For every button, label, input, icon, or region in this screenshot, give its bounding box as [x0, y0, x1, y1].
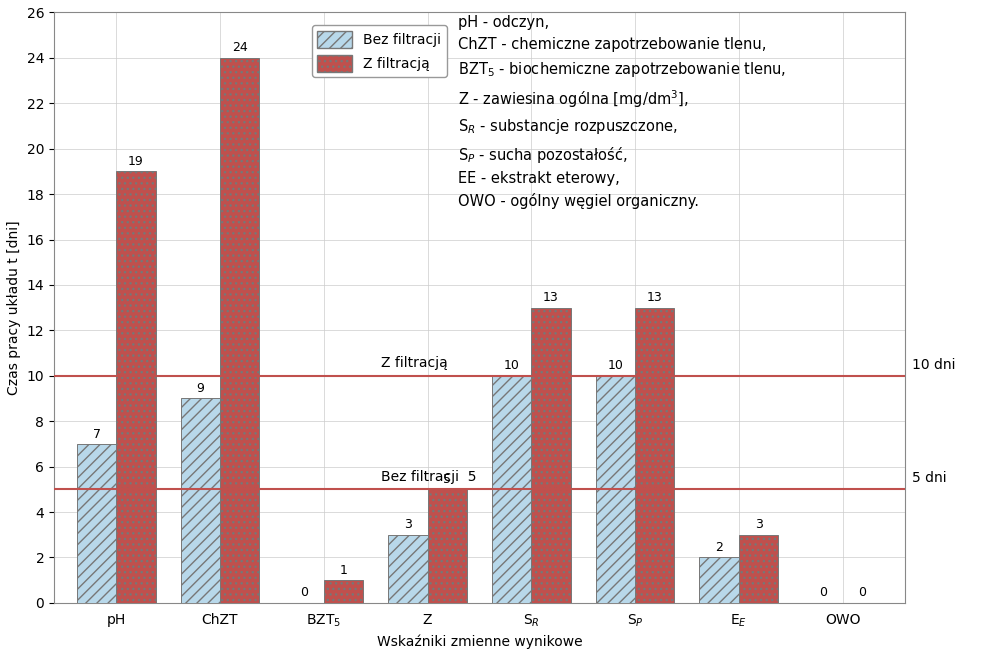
Text: 10: 10 [504, 359, 520, 373]
Text: 13: 13 [544, 291, 558, 304]
Text: 0: 0 [858, 586, 866, 600]
Text: 1: 1 [339, 564, 347, 577]
Text: 0: 0 [300, 586, 309, 600]
Text: 3: 3 [404, 518, 412, 531]
Text: pH - odczyn,
ChZT - chemiczne zapotrzebowanie tlenu,
BZT$_5$ - biochemiczne zapo: pH - odczyn, ChZT - chemiczne zapotrzebo… [458, 15, 787, 209]
Bar [595, 376, 635, 603]
Text: 24: 24 [232, 41, 248, 54]
Text: 2: 2 [715, 541, 723, 554]
Text: 0: 0 [818, 586, 827, 600]
Bar [739, 535, 779, 603]
Bar [532, 308, 570, 603]
Text: 9: 9 [196, 382, 204, 395]
X-axis label: Wskaźniki zmienne wynikowe: Wskaźniki zmienne wynikowe [377, 634, 582, 649]
Bar [388, 535, 428, 603]
Bar [492, 376, 532, 603]
Bar [635, 308, 675, 603]
Text: 5 dni: 5 dni [912, 471, 946, 485]
Text: 19: 19 [128, 155, 144, 168]
Text: Z filtracją: Z filtracją [381, 356, 447, 370]
Text: 7: 7 [92, 428, 100, 441]
Text: 10 dni: 10 dni [912, 358, 955, 371]
Text: 3: 3 [755, 518, 763, 531]
Bar [699, 558, 739, 603]
Bar [220, 58, 260, 603]
Y-axis label: Czas pracy układu t [dni]: Czas pracy układu t [dni] [7, 220, 21, 395]
Legend: Bez filtracji, Z filtracją: Bez filtracji, Z filtracją [311, 26, 446, 77]
Bar [428, 489, 467, 603]
Bar [323, 580, 363, 603]
Bar [76, 444, 116, 603]
Text: 13: 13 [647, 291, 663, 304]
Text: 10: 10 [607, 359, 623, 373]
Bar [116, 171, 156, 603]
Text: 5: 5 [443, 473, 451, 486]
Text: Bez filtracji  5: Bez filtracji 5 [381, 470, 476, 483]
Bar [181, 398, 220, 603]
